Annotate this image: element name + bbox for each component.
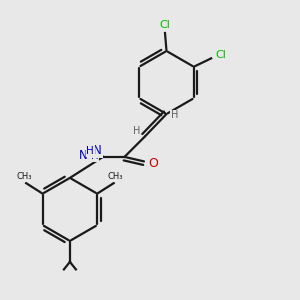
- Text: CH₃: CH₃: [17, 172, 32, 181]
- Text: H: H: [91, 151, 98, 161]
- Text: H: H: [171, 110, 178, 121]
- Text: O: O: [148, 157, 158, 170]
- Text: N: N: [79, 149, 87, 162]
- Text: H: H: [133, 126, 140, 136]
- Text: CH₃: CH₃: [107, 172, 123, 181]
- Text: Cl: Cl: [160, 20, 170, 30]
- Text: Cl: Cl: [215, 50, 226, 60]
- Text: N: N: [93, 144, 102, 158]
- Text: H: H: [86, 146, 94, 156]
